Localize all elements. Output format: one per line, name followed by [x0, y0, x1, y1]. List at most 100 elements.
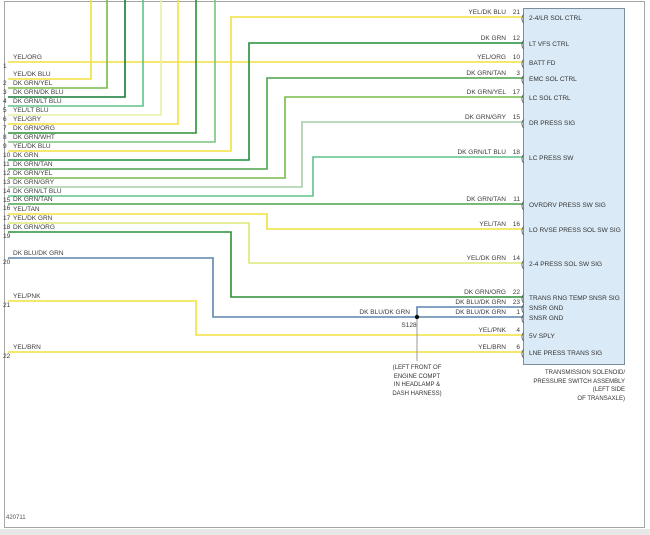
pin-connector-icon: ( — [521, 200, 524, 210]
pin-connector-icon: ( — [521, 93, 524, 103]
left-pin-number: 10 — [3, 152, 11, 159]
left-wire-color-label: YEL/ORG — [13, 54, 42, 61]
component-pin-wire-color: YEL/TAN — [479, 221, 506, 228]
pin-connector-icon: ( — [521, 118, 524, 128]
component-pin-signal: 5V SPLY — [529, 333, 555, 340]
pin-connector-icon: ( — [521, 13, 524, 23]
left-wire-color-label: DK GRN/ORG — [13, 125, 55, 132]
component-pin-wire-color: DK GRN — [480, 35, 506, 42]
wire-21-yel-pnk — [8, 300, 523, 336]
component-pin-signal: LC PRESS SW — [529, 155, 574, 162]
left-pin-number: 2 — [3, 80, 7, 87]
page-border-right — [644, 1, 645, 528]
pin-connector-icon: ( — [521, 74, 524, 84]
left-wire-color-label: DK GRN/ORG — [13, 224, 55, 231]
component-pin-number: 4 — [516, 327, 520, 334]
wire-3-dkgrn-yel — [8, 0, 108, 89]
left-pin-number: 21 — [3, 302, 11, 309]
component-pin-signal: TRANS RNG TEMP SNSR SIG — [529, 295, 620, 302]
wire-12-dkgrn-tan — [8, 77, 523, 170]
wire-5-dkgrn-ltblu — [8, 0, 144, 107]
wire-20-dkblu-dkgrn — [8, 257, 523, 318]
wire-8-dkgrn-org — [8, 0, 197, 134]
wire-9-dkgrn-wht — [8, 0, 216, 143]
wire-18-yel-dkgrn — [8, 222, 523, 264]
splice-note-line: IN HEADLAMP & — [393, 382, 441, 388]
left-pin-number: 11 — [3, 161, 10, 168]
left-pin-number: 3 — [3, 89, 7, 96]
component-pin-wire-color: DK GRN/ORG — [464, 289, 506, 296]
wire-14-dkgrn-gry — [8, 121, 523, 188]
component-pin-wire-color: DK BLU/DK GRN — [455, 299, 506, 306]
component-pin-number: 22 — [512, 289, 520, 296]
left-wire-color-label: YEL/TAN — [13, 206, 40, 213]
component-pin-wire-color: DK BLU/DK GRN — [455, 309, 506, 316]
wire-13-dkgrn-yel — [8, 96, 523, 179]
left-pin-number: 12 — [3, 170, 11, 177]
left-wire-color-label: DK GRN — [13, 152, 39, 159]
left-pin-number: 4 — [3, 98, 7, 105]
left-pin-number: 6 — [3, 116, 7, 123]
left-wire-color-label: YEL/GRY — [13, 116, 42, 123]
component-pin-number: 6 — [516, 344, 520, 351]
left-wire-color-label: DK GRN/TAN — [13, 196, 53, 203]
left-pin-number: 14 — [3, 188, 11, 195]
left-wire-color-label: YEL/DK GRN — [13, 215, 53, 222]
component-pin-signal: 2-4 PRESS SOL SW SIG — [529, 261, 603, 268]
page-border-left — [4, 1, 5, 528]
splice-note-line: (LEFT FRONT OF — [392, 365, 442, 371]
component-pin-number: 23 — [512, 299, 520, 306]
left-pin-number: 22 — [3, 353, 11, 360]
component-pin-number: 1 — [516, 309, 520, 316]
component-pin-signal: OVRDRV PRESS SW SIG — [529, 202, 606, 209]
pin-connector-icon: ( — [521, 58, 524, 68]
component-pin-number: 18 — [512, 149, 520, 156]
left-pin-number: 19 — [3, 233, 11, 240]
pin-connector-icon: ( — [521, 331, 524, 341]
wire-2-yel-dkblu — [8, 0, 92, 80]
left-wire-color-label: DK BLU/DK GRN — [13, 250, 64, 257]
wire-10-yel-dkblu — [8, 16, 523, 152]
diagram-number: 420711 — [6, 515, 26, 521]
component-pin-signal: LO RVSE PRESS SOL SW SIG — [529, 227, 621, 234]
component-pin-number: 12 — [512, 35, 520, 42]
component-pin-wire-color: YEL/PNK — [478, 327, 506, 334]
component-caption-line: TRANSMISSION SOLENOID/ — [544, 370, 625, 376]
left-pin-number: 16 — [3, 205, 11, 212]
left-pin-number: 1 — [3, 63, 7, 70]
left-pin-number: 15 — [3, 197, 11, 204]
left-pin-number: 18 — [3, 224, 11, 231]
component-pin-wire-color: YEL/ORG — [477, 54, 506, 61]
component-pin-number: 14 — [512, 255, 520, 262]
splice-note-line: DASH HARNESS) — [392, 390, 442, 397]
component-caption-line: PRESSURE SWITCH ASSEMBLY — [533, 378, 625, 385]
left-wire-color-label: DK GRN/LT BLU — [13, 98, 62, 105]
component-pin-number: 21 — [512, 9, 520, 16]
wire-6-yel-ltblu — [8, 0, 162, 116]
splice-wire-label: DK BLU/DK GRN — [359, 309, 410, 316]
pin-connector-icon: ( — [521, 303, 524, 313]
wire-15-dkgrn-ltblu — [8, 156, 523, 197]
component-pin-wire-color: DK GRN/TAN — [466, 196, 506, 203]
component-pin-wire-color: YEL/DK BLU — [468, 9, 506, 16]
component-pin-wire-color: YEL/DK GRN — [466, 255, 506, 262]
component-pin-signal: LT VFS CTRL — [529, 41, 570, 48]
left-wire-color-label: DK GRN/TAN — [13, 161, 53, 168]
component-pin-number: 3 — [516, 70, 520, 77]
left-wire-color-label: YEL/BRN — [13, 344, 41, 351]
component-pin-number: 10 — [512, 54, 520, 61]
left-pin-number: 20 — [3, 259, 11, 266]
component-pin-wire-color: DK GRN/LT BLU — [457, 149, 506, 156]
left-pin-number: 13 — [3, 179, 11, 186]
transmission-solenoid-assembly-box — [523, 8, 625, 365]
pin-connector-icon: ( — [521, 39, 524, 49]
pin-connector-icon: ( — [521, 348, 524, 358]
component-caption-line: OF TRANSAXLE) — [577, 395, 625, 402]
pin-connector-icon: ( — [521, 225, 524, 235]
component-pin-wire-color: DK GRN/GRY — [464, 114, 506, 121]
wire-20-branch-dkblu-dkgrn — [416, 306, 523, 317]
left-wire-color-label: DK GRN/DK BLU — [13, 89, 64, 96]
left-wire-color-label: DK GRN/YEL — [13, 170, 53, 177]
